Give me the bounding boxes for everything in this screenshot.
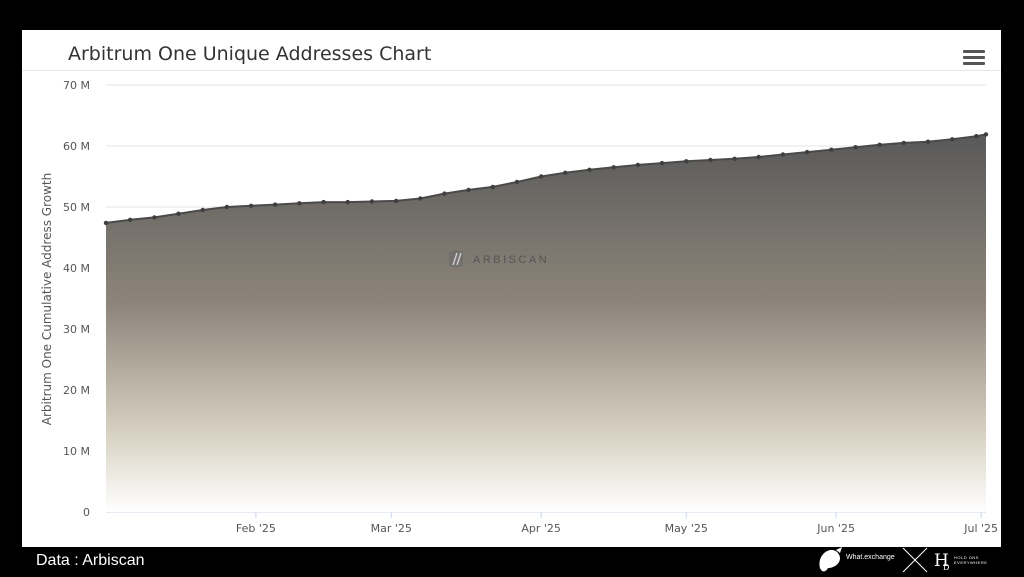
y-tick-label: 70 M [63,79,90,92]
x-tick-label: Feb '25 [236,522,276,535]
x-tick-label: Jun '25 [816,522,855,535]
data-point[interactable] [708,157,713,163]
data-point[interactable] [442,191,447,196]
y-tick-label: 50 M [63,201,90,214]
chart-title: Arbitrum One Unique Addresses Chart [68,43,432,65]
hd-monogram-icon: H D [934,551,949,572]
arbiscan-logo-icon [449,250,463,268]
data-point[interactable] [974,134,979,139]
data-point[interactable] [983,132,989,137]
data-point[interactable] [273,202,278,207]
data-point[interactable] [804,149,810,155]
y-axis-title: Arbitrum One Cumulative Address Growth [40,173,54,425]
y-tick-label: 60 M [63,140,90,153]
data-point[interactable] [732,156,737,161]
data-point[interactable] [418,196,423,201]
x-tick-label: Jul '25 [963,522,998,535]
data-point[interactable] [466,187,471,193]
y-tick-label: 20 M [63,384,90,397]
y-tick-label: 40 M [63,262,90,275]
data-point[interactable] [587,167,592,172]
whale-logo-icon [819,547,842,572]
data-point[interactable] [248,203,254,208]
area-chart: ARBISCAN 0 10 M 20 M 30 M 40 M 50 M 60 M 70 M Fe… [40,79,998,535]
data-point[interactable] [103,220,109,226]
data-point[interactable] [369,199,375,204]
svg-text:H: H [934,551,949,571]
hold-ons-text: HOLD ONS EVERYWHERE [954,555,988,565]
data-point[interactable] [659,160,665,166]
data-point[interactable] [490,184,495,190]
series-area [103,132,989,512]
data-point[interactable] [152,215,157,220]
footer-logos: What.exchange H D HOLD ONS EVERYWHERE [816,546,1006,574]
data-point[interactable] [563,170,568,175]
arbiscan-watermark: ARBISCAN [449,250,549,268]
y-tick-label: 10 M [63,445,90,458]
watermark-text: ARBISCAN [473,254,549,266]
data-point[interactable] [514,179,520,185]
series-line [105,133,987,224]
data-point[interactable] [829,147,834,152]
data-point[interactable] [756,154,761,160]
chart-panel: Arbitrum One Unique Addresses Chart ARBI… [22,30,1001,547]
data-point[interactable] [635,162,641,168]
data-point[interactable] [200,207,205,213]
data-point[interactable] [224,204,230,210]
x-tick-label: Apr '25 [521,522,561,535]
header-divider [22,70,1001,71]
data-point[interactable] [901,140,906,146]
data-point[interactable] [539,174,544,179]
data-point[interactable] [321,199,326,205]
y-tick-label: 30 M [63,323,90,336]
svg-text:D: D [943,563,949,572]
data-point[interactable] [611,165,616,170]
data-point[interactable] [176,211,181,216]
data-point[interactable] [345,199,350,205]
hamburger-menu-icon[interactable] [963,50,985,68]
data-source-credit: Data : Arbiscan [36,552,145,569]
data-point[interactable] [297,201,302,206]
x-tick-label: May '25 [665,522,708,535]
data-point[interactable] [925,139,931,144]
x-tick-label: Mar '25 [371,522,412,535]
series-area-fill [106,134,986,512]
data-point[interactable] [128,217,133,222]
data-point[interactable] [877,142,882,147]
axes: 0 10 M 20 M 30 M 40 M 50 M 60 M 70 M Feb '25 Mar … [63,79,998,535]
data-point[interactable] [684,159,689,164]
data-point[interactable] [393,198,399,204]
y-tick-label: 0 [83,506,90,519]
what-exchange-text: What.exchange [846,554,895,561]
data-point[interactable] [853,145,858,150]
data-point[interactable] [950,137,955,142]
data-point[interactable] [780,152,786,157]
x-icon [902,547,928,573]
